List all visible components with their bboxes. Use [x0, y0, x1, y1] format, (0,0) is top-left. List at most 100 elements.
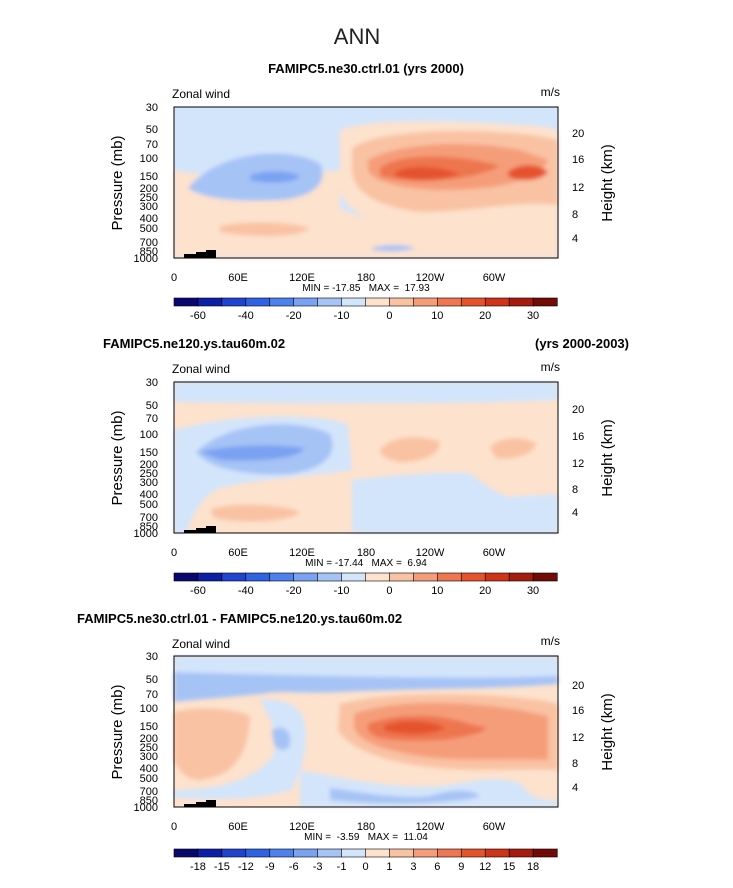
y-tick-70: 70: [146, 139, 158, 151]
colorbar-swatch: [293, 297, 319, 307]
y-tick-1000: 1000: [134, 802, 158, 814]
contour-10-west: [380, 437, 440, 462]
x-tick-120w: 120W: [416, 821, 445, 833]
y2-tick-8: 8: [572, 209, 578, 221]
plot-frame: [173, 381, 559, 534]
colorbar-swatch: [317, 848, 343, 858]
y-tick-100: 100: [140, 703, 158, 715]
contour-field: [173, 655, 559, 808]
colorbar-swatch: [460, 572, 486, 582]
y2-tick-8: 8: [572, 484, 578, 496]
colorbar-swatch: [484, 848, 510, 858]
topography: [184, 800, 216, 807]
contour-field: [173, 106, 559, 259]
colorbar-tick-label: -40: [238, 585, 254, 597]
colorbar-swatch: [460, 297, 486, 307]
contour-neg3-channel: [272, 727, 291, 750]
colorbar-swatch: [173, 848, 199, 858]
y-tick-500: 500: [140, 773, 158, 785]
x-tick-120e: 120E: [289, 272, 315, 284]
y-tick-50: 50: [146, 400, 158, 412]
y-tick-700: 700: [140, 237, 158, 249]
colorbar-tick-label: 1: [386, 861, 392, 873]
y2-tick-4: 4: [572, 782, 578, 794]
colorbar-swatch: [484, 297, 510, 307]
y-axis-left: 30 50 70 100 150 200 250 300 400 500 700…: [109, 102, 158, 265]
contour-neg1-channel: [174, 699, 306, 800]
contour-10-east: [490, 438, 536, 459]
y-tick-30: 30: [146, 377, 158, 389]
colorbar-swatch: [365, 572, 391, 582]
y-tick-250: 250: [140, 742, 158, 754]
colorbar: -18 -15 -12 -9 -6 -3 -1 0 1 3 6 9 12 15 18: [173, 848, 558, 873]
variable-label: Zonal wind: [172, 637, 230, 651]
colorbar-swatch: [532, 297, 558, 307]
colorbar-swatch: [317, 572, 343, 582]
colorbar-tick-label: 6: [434, 861, 440, 873]
colorbar-tick-label: -10: [334, 310, 350, 322]
colorbar-tick-label: -20: [286, 585, 302, 597]
colorbar-tick-label: 12: [479, 861, 491, 873]
panel-title: FAMIPC5.ne120.ys.tau60m.02: [103, 336, 285, 351]
colorbar-tick-label: -15: [214, 861, 230, 873]
x-tick-60w: 60W: [483, 547, 506, 559]
y-tick-850: 850: [140, 246, 158, 258]
x-tick-180: 180: [357, 821, 375, 833]
y2-tick-12: 12: [572, 458, 584, 470]
page-title: ANN: [334, 24, 380, 49]
y-tick-200: 200: [140, 459, 158, 471]
y-tick-1000: 1000: [134, 528, 158, 540]
colorbar-tick-label: -20: [286, 310, 302, 322]
colorbar-tick-label: -9: [265, 861, 275, 873]
y-tick-700: 700: [140, 786, 158, 798]
colorbar-swatch: [221, 572, 247, 582]
colorbar-swatch: [484, 572, 510, 582]
colorbar-tick-label: 10: [431, 310, 443, 322]
x-tick-120e: 120E: [289, 821, 315, 833]
y2-tick-16: 16: [572, 705, 584, 717]
y-axis-right: 4 8 12 16 20 Height (km): [572, 128, 616, 245]
y-axis-label: Pressure (mb): [109, 410, 126, 505]
y-tick-100: 100: [140, 153, 158, 165]
y-tick-850: 850: [140, 795, 158, 807]
y-tick-400: 400: [140, 489, 158, 501]
y-tick-850: 850: [140, 521, 158, 533]
panel-2: FAMIPC5.ne120.ys.tau60m.02 (yrs 2000-200…: [103, 336, 629, 597]
colorbar-swatch: [269, 572, 295, 582]
colorbar-tick-label: 30: [527, 585, 539, 597]
contour-25-west: [395, 166, 460, 181]
colorbar-tick-label: 20: [479, 310, 491, 322]
x-tick-60e: 60E: [228, 272, 248, 284]
colorbar: -60 -40 -20 -10 0 10 20 30: [173, 572, 558, 597]
x-tick-120e: 120E: [289, 547, 315, 559]
y-tick-700: 700: [140, 512, 158, 524]
variable-label: Zonal wind: [172, 87, 230, 101]
contour-positive-blob: [210, 504, 300, 522]
colorbar-tick-label: -6: [289, 861, 299, 873]
colorbar-swatch: [508, 297, 534, 307]
colorbar-swatch: [437, 572, 462, 582]
min-max-label: MIN = -17.85 MAX = 17.93: [302, 283, 430, 294]
colorbar-swatch: [389, 297, 414, 307]
y-tick-300: 300: [140, 477, 158, 489]
y-tick-30: 30: [146, 102, 158, 114]
contour-neg3-bottom: [330, 788, 480, 804]
units-label: m/s: [541, 360, 560, 374]
contour-neg-small: [372, 245, 415, 252]
contour-positive-blob-inner: [220, 222, 310, 237]
colorbar-tick-label: 3: [410, 861, 416, 873]
colorbar-swatch: [197, 297, 223, 307]
colorbar-tick-label: 0: [362, 861, 368, 873]
x-tick-0: 0: [171, 272, 177, 284]
y-axis-right: 4 8 12 16 20 Height (km): [572, 404, 616, 519]
x-tick-120w: 120W: [416, 272, 445, 284]
y-tick-30: 30: [146, 651, 158, 663]
colorbar-tick-label: 18: [527, 861, 539, 873]
y2-tick-12: 12: [572, 732, 584, 744]
colorbar-swatch: [341, 848, 367, 858]
x-tick-0: 0: [171, 821, 177, 833]
colorbar-tick-label: -3: [313, 861, 323, 873]
y-tick-50: 50: [146, 124, 158, 136]
colorbar-tick-label: -60: [190, 585, 206, 597]
y-tick-250: 250: [140, 468, 158, 480]
